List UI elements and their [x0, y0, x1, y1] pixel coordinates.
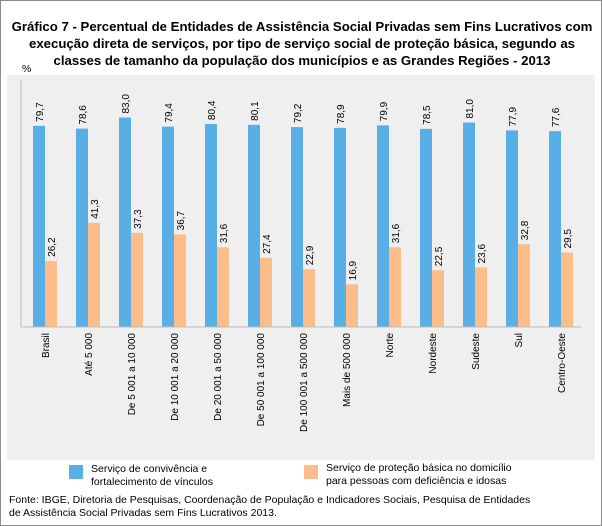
bar-s2-10: [475, 267, 487, 327]
x-tick-label-10: Sudeste: [471, 333, 482, 370]
bar-s2-12: [561, 252, 573, 327]
data-label-s2-0: 26,2: [47, 237, 58, 257]
bar-s1-6: [291, 127, 303, 327]
data-label-s2-7: 16,9: [348, 260, 359, 280]
legend-label-2: Serviço de proteção básica no domicílio …: [326, 462, 512, 487]
data-label-s2-2: 37,3: [133, 209, 144, 229]
data-label-s1-2: 83,0: [121, 94, 132, 114]
data-label-s2-5: 27,4: [262, 234, 273, 254]
bar-s1-3: [162, 126, 174, 328]
bar-s1-2: [119, 117, 131, 328]
data-label-s1-10: 81,0: [465, 99, 476, 119]
x-tick-label-1: Até 5 000: [84, 333, 95, 376]
data-label-s2-9: 22,5: [434, 246, 445, 266]
chart-title: Gráfico 7 - Percentual de Entidades de A…: [5, 18, 599, 69]
data-label-s1-3: 79,4: [164, 103, 175, 123]
data-label-s2-11: 32,8: [520, 220, 531, 240]
data-label-s1-7: 78,9: [336, 104, 347, 124]
bar-s1-1: [76, 128, 88, 327]
title-line-1: Gráfico 7 - Percentual de Entidades de A…: [11, 19, 593, 34]
bar-s1-0: [33, 125, 45, 328]
bar-s1-9: [420, 128, 432, 327]
data-label-s2-6: 22,9: [305, 245, 316, 265]
x-tick-label-8: Norte: [385, 333, 396, 358]
bar-s2-11: [518, 244, 530, 327]
bar-s2-5: [260, 257, 272, 327]
bar-s2-3: [174, 234, 186, 327]
x-tick-label-0: Brasil: [41, 333, 52, 358]
bar-s1-8: [377, 125, 389, 327]
bar-s2-8: [389, 247, 401, 327]
x-tick-label-2: De 5 001 a 10 000: [127, 333, 138, 416]
x-tick-label-5: De 50 001 a 100 000: [256, 333, 267, 427]
x-tick-label-12: Centro-Oeste: [557, 333, 568, 393]
data-label-s2-1: 41,3: [90, 199, 101, 219]
title-line-3: classes de tamanho da população dos muni…: [53, 53, 551, 68]
source-note: Fonte: IBGE, Diretoria de Pesquisas, Coo…: [9, 494, 597, 520]
bars-group: 79,7 26,2 Brasil 78,6 41,3 Até 5 000 83,0 37,3 D…: [33, 94, 574, 432]
bar-s1-4: [205, 124, 217, 327]
bar-s1-7: [334, 127, 346, 327]
x-tick-label-7: Mais de 500 000: [342, 333, 353, 407]
x-tick-label-6: De 100 001 a 500 000: [299, 333, 310, 432]
data-label-s2-8: 31,6: [391, 223, 402, 243]
data-label-s2-12: 29,5: [563, 229, 574, 249]
data-label-s1-12: 77,6: [551, 107, 562, 127]
data-label-s1-1: 78,6: [78, 105, 89, 125]
data-label-s1-6: 79,2: [293, 103, 304, 123]
legend-swatch-1: [69, 465, 83, 479]
data-label-s1-5: 80,1: [250, 101, 261, 121]
bar-s2-9: [432, 270, 444, 327]
bar-s1-5: [248, 124, 260, 327]
x-tick-label-11: Sul: [514, 333, 525, 347]
x-tick-label-3: De 10 001 a 20 000: [170, 333, 181, 421]
bar-s1-10: [463, 122, 475, 327]
bar-s1-11: [506, 130, 518, 327]
data-label-s1-0: 79,7: [35, 102, 46, 122]
data-label-s1-11: 77,9: [508, 106, 519, 126]
bar-s2-4: [217, 247, 229, 327]
legend-swatch-2: [304, 465, 318, 479]
bar-s1-12: [549, 131, 561, 327]
data-label-s2-3: 36,7: [176, 210, 187, 230]
data-label-s1-8: 79,9: [379, 101, 390, 121]
y-unit-label: %: [22, 63, 31, 75]
source-line-1: Fonte: IBGE, Diretoria de Pesquisas, Coo…: [9, 494, 531, 506]
data-label-s1-9: 78,5: [422, 105, 433, 125]
bar-s2-7: [346, 284, 358, 327]
bar-s2-1: [88, 222, 100, 327]
title-line-2: execução direta de serviços, por tipo de…: [28, 36, 576, 51]
data-label-s2-4: 31,6: [219, 223, 230, 243]
source-line-2: de Assistência Social Privadas sem Fins …: [9, 507, 277, 519]
data-label-s1-4: 80,4: [207, 100, 218, 120]
legend-label-1: Serviço de convivência e fortalecimento …: [91, 463, 213, 488]
bar-s2-6: [303, 269, 315, 327]
bar-s2-0: [45, 260, 57, 327]
x-tick-label-9: Nordeste: [428, 333, 439, 374]
bar-s2-2: [131, 232, 143, 327]
x-tick-label-4: De 20 001 a 50 000: [213, 333, 224, 421]
data-label-s2-10: 23,6: [477, 244, 488, 264]
